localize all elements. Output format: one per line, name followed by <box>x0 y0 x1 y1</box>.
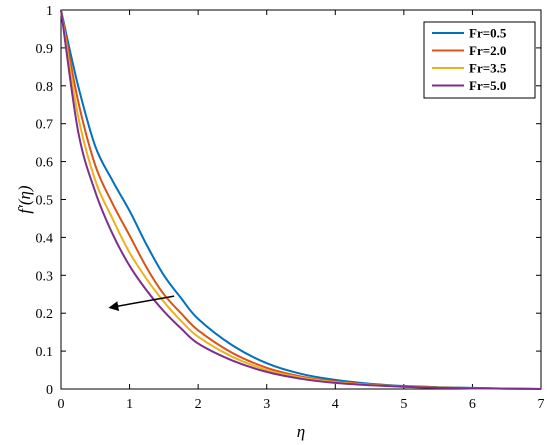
y-tick-label: 0.1 <box>36 345 54 360</box>
y-tick-label: 0.4 <box>36 231 54 246</box>
y-tick-label: 0.8 <box>36 80 54 95</box>
y-tick-label: 0.7 <box>36 118 54 133</box>
y-tick-label: 0.6 <box>36 156 54 171</box>
legend-label: Fr=5.0 <box>469 78 506 93</box>
y-tick-label: 0 <box>46 383 53 398</box>
series-layer <box>60 9 542 390</box>
y-tick-label: 1 <box>46 4 53 19</box>
series-line-4 <box>60 9 542 390</box>
x-axis-ticks: 0 1 2 3 4 5 6 7 <box>58 10 545 412</box>
legend-label: Fr=3.5 <box>469 61 507 76</box>
legend: Fr=0.5 Fr=2.0 Fr=3.5 Fr=5.0 <box>423 21 536 99</box>
trend-arrow <box>108 295 175 312</box>
x-tick-label: 2 <box>195 397 202 412</box>
y-tick-label: 0.2 <box>36 307 54 322</box>
y-tick-label: 0.5 <box>36 194 54 209</box>
x-tick-label: 1 <box>126 397 133 412</box>
y-tick-label: 0.3 <box>36 269 54 284</box>
x-tick-label: 7 <box>538 397 545 412</box>
legend-label: Fr=0.5 <box>469 26 507 41</box>
x-tick-label: 5 <box>400 397 407 412</box>
x-tick-label: 3 <box>263 397 270 412</box>
y-axis-ticks: 0 0.1 0.2 0.3 0.4 0.5 0.6 0.7 0.8 0.9 1 <box>36 4 541 398</box>
x-tick-label: 6 <box>469 397 476 412</box>
legend-label: Fr=2.0 <box>469 43 506 58</box>
x-tick-label: 0 <box>58 397 65 412</box>
x-tick-label: 4 <box>332 397 339 412</box>
x-axis-label: η <box>297 422 305 441</box>
y-axis-label: f′(η) <box>15 185 34 214</box>
annotation-layer <box>108 295 175 312</box>
y-tick-label: 0.9 <box>36 42 54 57</box>
